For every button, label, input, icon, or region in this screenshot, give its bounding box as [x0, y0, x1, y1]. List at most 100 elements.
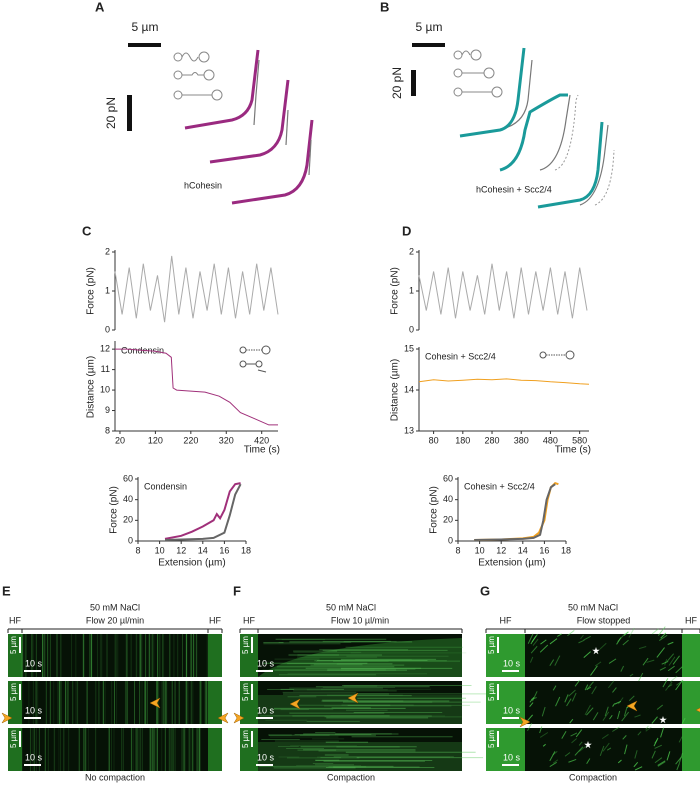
texture: [570, 732, 578, 737]
scale-label: 10 s: [503, 705, 521, 715]
data-line: [164, 483, 242, 541]
x-tick-label: 16: [219, 545, 229, 555]
x-axis-label: Extension (µm): [158, 558, 225, 569]
y-tick-label: 40: [443, 494, 453, 504]
texture: [554, 655, 561, 666]
texture: [678, 736, 683, 743]
arrowhead: [519, 716, 531, 728]
caption: hCohesin: [184, 180, 222, 190]
scale-label: 5 µm: [487, 730, 496, 748]
texture: [623, 631, 629, 636]
schematic: [239, 345, 575, 373]
hf-region: [486, 681, 525, 724]
y-tick-label: 9: [105, 405, 110, 415]
scale-bar: [19, 731, 21, 747]
result: No compaction: [85, 772, 145, 782]
scale-label: 10 s: [25, 658, 43, 668]
scale-bar: [497, 731, 499, 747]
texture: [575, 729, 583, 738]
scale-label: 5 µm: [241, 683, 250, 701]
texture: [617, 710, 621, 720]
texture: [614, 700, 622, 705]
texture: [634, 766, 643, 771]
texture: [667, 653, 675, 662]
hf-region: [8, 634, 22, 677]
texture: [654, 739, 658, 744]
texture: [668, 656, 676, 666]
kymo-strip: [8, 728, 222, 771]
texture: [571, 692, 577, 702]
scale-label: 10 s: [257, 752, 275, 762]
texture: [604, 706, 609, 717]
scale-label: 10 s: [503, 658, 521, 668]
x-tick-label: 220: [183, 435, 198, 445]
texture: [584, 684, 589, 691]
y-axis-label: Force (pN): [109, 486, 120, 534]
hf-region: [8, 728, 22, 771]
texture: [557, 633, 562, 637]
scale-bar: [251, 637, 253, 653]
segment-label: Flow stopped: [577, 615, 631, 625]
texture: [667, 665, 675, 672]
texture: [638, 672, 644, 682]
texture: [612, 703, 616, 707]
texture: [681, 717, 686, 724]
hf-region: [682, 728, 700, 771]
y-tick-label: 1: [105, 285, 110, 295]
x-axis-label: Extension (µm): [478, 558, 545, 569]
texture: [646, 659, 655, 663]
texture: [669, 675, 678, 683]
texture: [529, 702, 534, 707]
texture: [583, 651, 591, 659]
hf-region: [240, 681, 258, 724]
result: Compaction: [327, 772, 375, 782]
texture: [584, 704, 591, 716]
scale-bar: [497, 637, 499, 653]
annotation: Condensin: [144, 481, 187, 491]
texture: [529, 656, 534, 663]
x-tick-label: 480: [543, 435, 558, 445]
texture: [549, 659, 555, 667]
texture: [622, 735, 627, 740]
texture: [612, 687, 617, 693]
condition: 50 mM NaCl: [90, 602, 140, 612]
texture: [645, 725, 649, 730]
x-axis-label: Time (s): [555, 445, 591, 456]
scale-bar: [19, 684, 21, 700]
annotation: Cohesin + Scc2/4: [464, 481, 535, 491]
condition: 50 mM NaCl: [326, 602, 376, 612]
scale-label: 5 µm: [9, 636, 18, 654]
texture: [633, 762, 639, 768]
texture: [530, 635, 537, 645]
segment-label: HF: [9, 615, 21, 625]
texture: [561, 730, 567, 739]
texture: [617, 759, 622, 764]
trace: [554, 94, 615, 206]
texture: [651, 750, 656, 759]
texture: [540, 639, 547, 645]
hf-region: [208, 728, 222, 771]
kymo-strip: [8, 681, 222, 724]
segment-label: Flow 20 µl/min: [86, 615, 144, 625]
texture: [590, 665, 598, 676]
panel-label: G: [480, 583, 490, 598]
texture: [612, 726, 620, 732]
scale-bar: [411, 70, 416, 96]
star-marker: [659, 716, 667, 724]
texture: [574, 746, 584, 756]
segment-label: Flow 10 µl/min: [331, 615, 389, 625]
texture: [594, 661, 602, 667]
texture: [657, 760, 666, 766]
scale-bar: [256, 717, 273, 719]
texture: [586, 681, 594, 691]
texture: [662, 677, 669, 688]
panel-label: D: [402, 223, 411, 238]
texture: [665, 681, 673, 691]
texture: [659, 634, 668, 641]
x-tick-label: 20: [115, 435, 125, 445]
schematic: [173, 51, 223, 101]
y-tick-label: 40: [123, 494, 133, 504]
x-tick-label: 12: [176, 545, 186, 555]
panel-label: E: [2, 583, 11, 598]
